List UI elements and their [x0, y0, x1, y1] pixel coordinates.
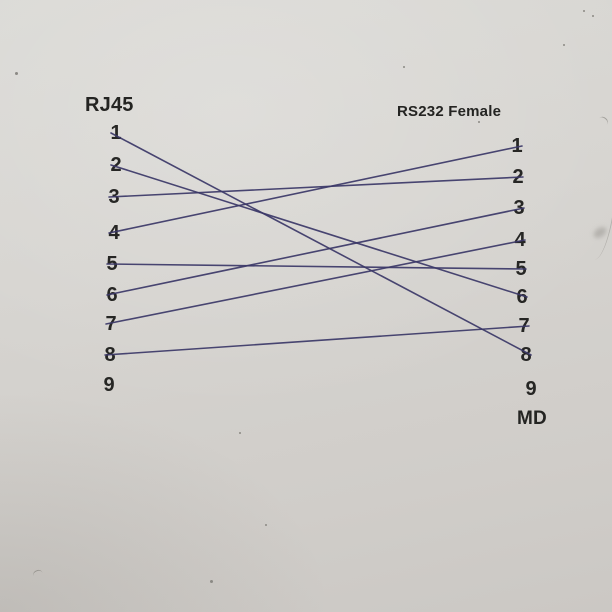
dust-speck — [583, 10, 585, 12]
right-pin-label-8: 8 — [520, 344, 532, 366]
right-pin-label-1: 1 — [511, 135, 523, 157]
connection-line-5-to-5 — [106, 263, 527, 270]
left-pin-label-9: 9 — [103, 374, 115, 396]
left-pin-label-6: 6 — [106, 284, 118, 306]
right-pin-label-7: 7 — [518, 315, 530, 337]
dust-speck — [403, 66, 405, 68]
connection-line-7-to-4 — [105, 239, 526, 325]
left-pin-label-4: 4 — [108, 222, 120, 244]
connection-line-2-to-6 — [110, 164, 528, 298]
connection-line-8-to-7 — [104, 325, 530, 356]
right-pin-label-2: 2 — [512, 166, 524, 188]
dust-speck — [563, 44, 565, 46]
right-pin-label-3: 3 — [513, 197, 525, 219]
left-pin-label-1: 1 — [110, 122, 122, 144]
dust-fiber — [31, 568, 45, 581]
connection-line-6-to-3 — [106, 207, 525, 296]
right-pin-label-5: 5 — [515, 258, 527, 280]
right-pin-label-6: 6 — [516, 286, 528, 308]
dust-speck — [15, 72, 18, 75]
left-pin-label-7: 7 — [105, 313, 117, 335]
dust-speck — [592, 15, 594, 17]
left-column-title: RJ45 — [85, 94, 134, 116]
paper-crease-mark — [584, 186, 612, 262]
right-pin-label-9: 9 — [525, 378, 537, 400]
dust-speck — [478, 121, 480, 123]
left-pin-label-8: 8 — [104, 344, 116, 366]
dust-speck — [210, 580, 213, 583]
connection-line-4-to-1 — [108, 145, 523, 234]
dust-speck — [265, 524, 267, 526]
right-pin-label-4: 4 — [514, 229, 526, 251]
left-pin-label-5: 5 — [106, 253, 118, 275]
dust-fiber — [596, 114, 610, 129]
connection-line-3-to-2 — [108, 176, 524, 198]
left-pin-label-2: 2 — [110, 154, 122, 176]
md-label: MD — [517, 408, 547, 429]
dust-speck — [239, 432, 241, 434]
left-pin-label-3: 3 — [108, 186, 120, 208]
right-column-title: RS232 Female — [397, 103, 502, 120]
connection-line-1-to-8 — [110, 132, 532, 356]
